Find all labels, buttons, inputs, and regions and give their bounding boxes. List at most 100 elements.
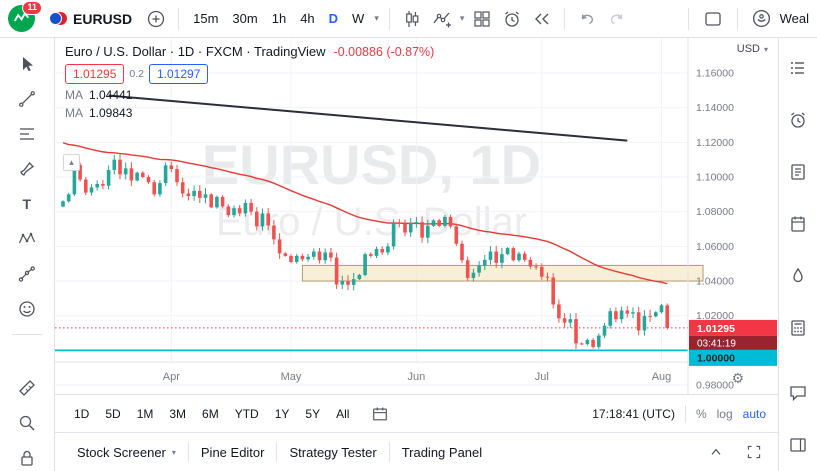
bar-replay-button[interactable] — [528, 5, 556, 33]
chart-title[interactable]: Euro / U.S. Dollar · 1D · FXCM · Trading… — [65, 44, 326, 59]
calculator-button[interactable] — [786, 316, 810, 340]
last-price-label — [689, 319, 777, 336]
ma1-value: 1.04441 — [89, 88, 133, 102]
percent-scale-button[interactable]: % — [695, 406, 707, 421]
chat-button[interactable] — [786, 381, 810, 405]
range-1m[interactable]: 1M — [130, 402, 161, 426]
object-tree-icon — [790, 438, 806, 452]
watchlist-icon — [791, 62, 804, 74]
lock-drawings-button[interactable] — [13, 444, 41, 471]
wealth-label[interactable]: Weal — [779, 11, 809, 26]
timeframe-15m[interactable]: 15m — [187, 6, 224, 31]
timeframe-4h[interactable]: 4h — [294, 6, 320, 31]
smiley-icon — [19, 301, 35, 317]
undo-button[interactable] — [573, 5, 601, 33]
expand-corners-icon — [747, 445, 761, 459]
timeframe-1d[interactable]: D — [323, 6, 344, 31]
tab-separator — [388, 442, 390, 462]
data-window-button[interactable] — [786, 212, 810, 236]
chat-bubble-icon — [790, 386, 806, 402]
toolbar-divider — [12, 334, 42, 336]
plus-circle-icon — [147, 10, 165, 27]
broker-logo-icon — [13, 11, 30, 22]
chart-area: EURUSD, 1D Euro / U.S. Dollar 1.16000 1.1… — [55, 38, 778, 394]
alert-button[interactable] — [498, 5, 526, 33]
range-5y[interactable]: 5Y — [298, 402, 327, 426]
layout-grid-button[interactable] — [468, 5, 496, 33]
bottom-range-toolbar: 1D 5D 1M 3M 6M YTD 1Y 5Y All — [55, 394, 778, 432]
price-change: -0.00886 (-0.87%) — [333, 44, 435, 59]
sell-price-button[interactable]: 1.01295 — [65, 64, 125, 84]
time-scale[interactable]: Apr May Jun Jul Aug — [163, 371, 672, 383]
currency-dropdown[interactable]: USD ▾ — [736, 43, 768, 55]
brush-tool-button[interactable] — [13, 156, 41, 183]
chart-drawings[interactable] — [55, 94, 704, 352]
zoom-tool-button[interactable] — [13, 409, 41, 436]
compare-add-button[interactable] — [142, 5, 170, 33]
range-all[interactable]: All — [329, 402, 356, 426]
go-to-date-button[interactable] — [366, 400, 394, 428]
ma2-value: 1.09843 — [89, 106, 133, 120]
alarm-clock-icon — [791, 112, 805, 128]
tab-strategy-tester[interactable]: Strategy Tester — [289, 444, 377, 460]
pattern-tool-button[interactable] — [13, 225, 41, 252]
range-6m[interactable]: 6M — [195, 402, 226, 426]
calculator-icon — [791, 320, 805, 336]
tab-separator — [276, 442, 278, 462]
symbol-pair-icon — [49, 10, 67, 28]
indicators-button[interactable] — [428, 5, 456, 33]
alerts-panel-button[interactable] — [786, 108, 810, 132]
text-tool-button[interactable]: T — [13, 191, 41, 218]
panel-collapse-button[interactable] — [702, 438, 730, 466]
symbol-search-button[interactable]: EURUSD — [45, 6, 140, 32]
clock-utc[interactable]: 17:18:41 (UTC) — [592, 406, 675, 421]
redo-button[interactable] — [603, 5, 631, 33]
auto-scale-button[interactable]: auto — [742, 406, 766, 421]
tab-stock-screener[interactable]: Stock Screener ▾ — [77, 444, 176, 460]
trend-line-tool-button[interactable] — [13, 86, 41, 113]
tab-pine-editor[interactable]: Pine Editor — [200, 444, 265, 460]
object-tree-button[interactable] — [786, 433, 810, 457]
tab-separator — [187, 442, 189, 462]
log-scale-button[interactable]: log — [716, 406, 733, 421]
emoji-tool-button[interactable] — [13, 295, 41, 322]
calendar-icon — [373, 407, 388, 420]
timeframe-dropdown-chevron-icon[interactable]: ▾ — [374, 13, 379, 23]
wealth-account-button[interactable] — [748, 5, 776, 33]
range-3m[interactable]: 3M — [162, 402, 193, 426]
buy-price-button[interactable]: 1.01297 — [149, 64, 209, 84]
hotlists-button[interactable] — [786, 264, 810, 288]
panel-expand-button[interactable] — [740, 438, 768, 466]
chart-style-button[interactable] — [398, 5, 426, 33]
alarm-clock-icon — [505, 10, 520, 27]
pane-collapse-button[interactable]: ▴ — [63, 154, 80, 171]
forecast-tool-button[interactable] — [13, 260, 41, 287]
range-ytd[interactable]: YTD — [228, 402, 266, 426]
ma-indicator-row-1[interactable]: MA 1.04441 — [65, 88, 133, 102]
broker-logo[interactable]: 11 — [8, 1, 42, 32]
range-5d[interactable]: 5D — [98, 402, 127, 426]
save-layout-button[interactable] — [699, 5, 727, 33]
range-1d[interactable]: 1D — [67, 402, 96, 426]
fib-retracement-tool-button[interactable] — [13, 121, 41, 148]
range-1y[interactable]: 1Y — [268, 402, 297, 426]
timeframe-1h[interactable]: 1h — [266, 6, 292, 31]
watchlist-button[interactable] — [786, 56, 810, 80]
chart-canvas[interactable]: 1.16000 1.14000 1.12000 1.10000 1.08000 1.060… — [55, 38, 778, 394]
news-panel-button[interactable] — [786, 160, 810, 184]
timeframe-30m[interactable]: 30m — [226, 6, 263, 31]
indicators-dropdown-chevron-icon[interactable]: ▾ — [459, 13, 465, 23]
notification-badge: 11 — [22, 1, 42, 15]
ma-indicator-row-2[interactable]: MA 1.09843 — [65, 106, 133, 120]
scale-settings-gear-icon[interactable]: ⚙ — [731, 370, 744, 386]
tab-trading-panel[interactable]: Trading Panel — [401, 444, 483, 460]
cursor-tool-button[interactable] — [13, 51, 41, 78]
svg-text:03:41:19: 03:41:19 — [697, 338, 736, 349]
chevron-down-icon: ▾ — [171, 447, 176, 457]
wealth-icon — [753, 9, 771, 28]
drawing-toolbar: T — [0, 38, 55, 471]
timeframe-1w[interactable]: W — [346, 6, 370, 31]
measure-tool-button[interactable] — [13, 374, 41, 401]
toolbar-separator — [736, 7, 738, 30]
